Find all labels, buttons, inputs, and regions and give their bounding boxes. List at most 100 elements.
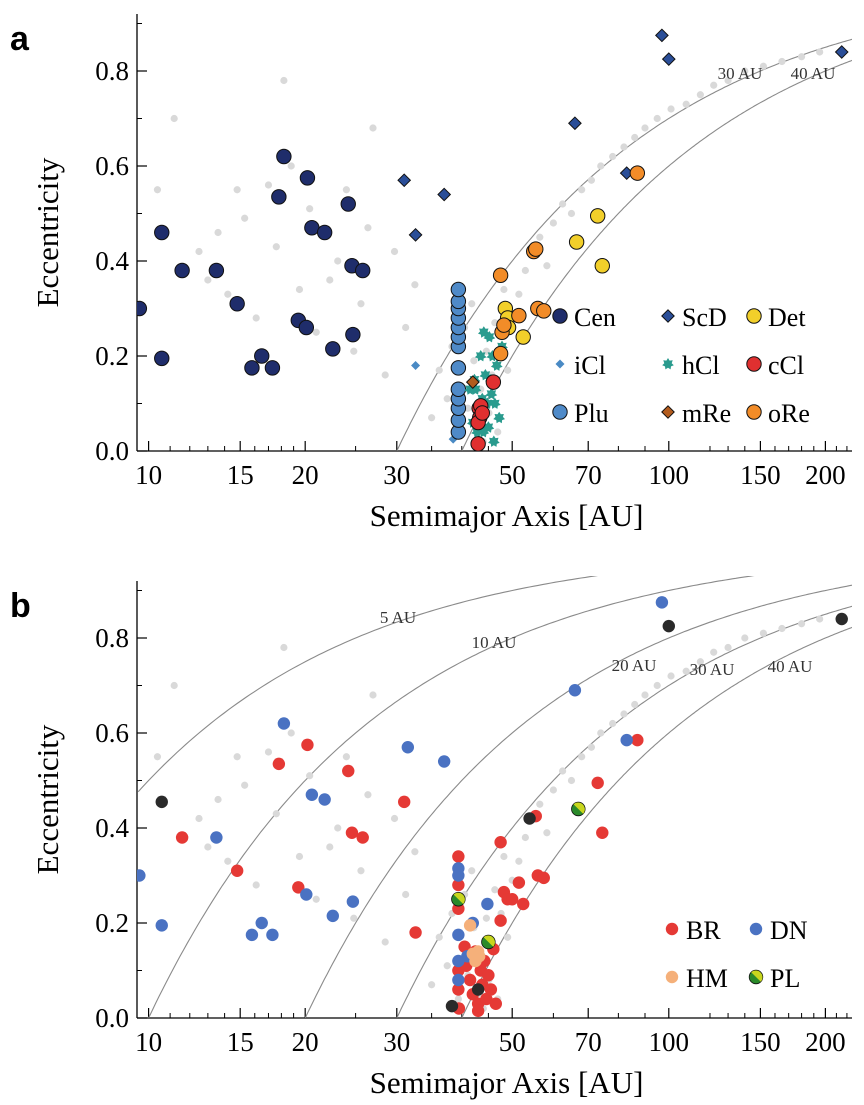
background-point bbox=[428, 414, 436, 422]
data-point bbox=[356, 831, 369, 844]
background-point bbox=[295, 285, 304, 294]
background-point bbox=[252, 881, 260, 889]
series-icl bbox=[411, 361, 458, 444]
data-point bbox=[345, 326, 361, 343]
data-point bbox=[596, 826, 609, 839]
x-tick-label: 100 bbox=[649, 1027, 690, 1057]
series-hm bbox=[463, 919, 486, 968]
series-ore bbox=[492, 165, 646, 362]
x-tick-label: 10 bbox=[135, 460, 162, 490]
background-point bbox=[306, 772, 314, 780]
background-point bbox=[402, 890, 410, 899]
background-point bbox=[696, 91, 704, 99]
background-point bbox=[567, 776, 576, 785]
panel-letter-b: b bbox=[10, 587, 31, 625]
background-point bbox=[233, 186, 241, 194]
y-tick-label: 0.8 bbox=[95, 623, 129, 653]
data-point bbox=[298, 319, 315, 336]
x-tick-label: 50 bbox=[499, 460, 526, 490]
background-point bbox=[515, 290, 523, 298]
background-point bbox=[295, 852, 304, 861]
background-point bbox=[252, 314, 260, 322]
x-tick-label: 10 bbox=[135, 1027, 162, 1057]
data-point bbox=[620, 733, 633, 747]
y-tick-label: 0.4 bbox=[95, 813, 129, 843]
data-point bbox=[568, 116, 582, 131]
background-point bbox=[491, 886, 499, 894]
x-tick-label: 15 bbox=[227, 1027, 254, 1057]
background-point bbox=[504, 366, 512, 374]
background-point bbox=[204, 843, 212, 851]
background-point bbox=[587, 176, 596, 184]
data-point bbox=[489, 397, 501, 409]
data-point bbox=[537, 871, 550, 885]
background-point bbox=[504, 933, 512, 941]
data-point bbox=[494, 836, 507, 849]
data-point bbox=[155, 795, 168, 809]
data-point bbox=[137, 869, 146, 882]
background-point bbox=[620, 710, 628, 718]
data-point bbox=[661, 52, 676, 67]
data-point bbox=[471, 1004, 485, 1018]
data-point bbox=[346, 895, 360, 908]
data-point bbox=[397, 795, 411, 809]
background-point bbox=[443, 962, 451, 970]
data-point bbox=[472, 950, 486, 963]
series-plu bbox=[450, 281, 467, 440]
background-point bbox=[390, 814, 399, 823]
data-point bbox=[277, 717, 291, 730]
legend-label: ScD bbox=[682, 303, 727, 332]
background-point bbox=[411, 848, 419, 856]
curve-label: 20 AU bbox=[612, 656, 657, 675]
x-tick-label: 20 bbox=[292, 1027, 319, 1057]
legend-marker bbox=[552, 404, 568, 420]
legend-label: DN bbox=[770, 916, 808, 945]
background-point bbox=[559, 767, 567, 775]
background-point bbox=[464, 404, 472, 412]
curve-label: 5 AU bbox=[380, 608, 416, 627]
data-point bbox=[452, 878, 465, 892]
background-point bbox=[280, 643, 288, 652]
background-point bbox=[224, 290, 232, 298]
background-point bbox=[381, 938, 389, 946]
data-point bbox=[481, 897, 494, 911]
data-point bbox=[655, 28, 669, 43]
background-point bbox=[631, 700, 639, 709]
background-point bbox=[272, 243, 280, 251]
background-point bbox=[682, 100, 690, 108]
y-axis-label: Eccentricity bbox=[30, 157, 65, 307]
background-point bbox=[587, 743, 596, 751]
legend-marker bbox=[665, 970, 679, 984]
background-point bbox=[350, 914, 358, 922]
background-point bbox=[482, 914, 490, 922]
y-tick-label: 0.0 bbox=[95, 1003, 129, 1033]
background-point bbox=[306, 205, 314, 213]
data-point bbox=[272, 757, 286, 771]
data-point bbox=[137, 300, 148, 317]
background-point bbox=[435, 366, 443, 374]
data-point bbox=[437, 187, 452, 202]
x-tick-label: 15 bbox=[227, 460, 254, 490]
background-point bbox=[280, 76, 288, 85]
background-point bbox=[264, 181, 273, 189]
background-point bbox=[312, 328, 320, 336]
perihelion-curve bbox=[137, 576, 599, 793]
data-point bbox=[208, 262, 225, 279]
background-point bbox=[816, 615, 824, 623]
background-point bbox=[515, 857, 523, 865]
chart-panel-b: 0.0 0.2 0.4 0.6 0.8 10 15 20 30 50 70 100 150 200 Semi… bbox=[30, 576, 852, 1100]
data-point bbox=[155, 919, 168, 932]
data-point bbox=[492, 345, 509, 362]
background-point bbox=[543, 262, 551, 270]
background-point bbox=[342, 753, 350, 761]
background-point bbox=[287, 729, 295, 737]
data-point bbox=[292, 881, 305, 894]
data-point bbox=[411, 361, 421, 370]
chart-panel-a: 0.0 0.2 0.4 0.6 0.8 10 15 20 30 50 70 100 150 200 Semi… bbox=[30, 14, 852, 533]
y-tick-label: 0.4 bbox=[95, 246, 129, 276]
background-point bbox=[620, 143, 628, 151]
background-point bbox=[241, 214, 249, 222]
background-point bbox=[536, 800, 544, 808]
data-point bbox=[458, 940, 471, 953]
